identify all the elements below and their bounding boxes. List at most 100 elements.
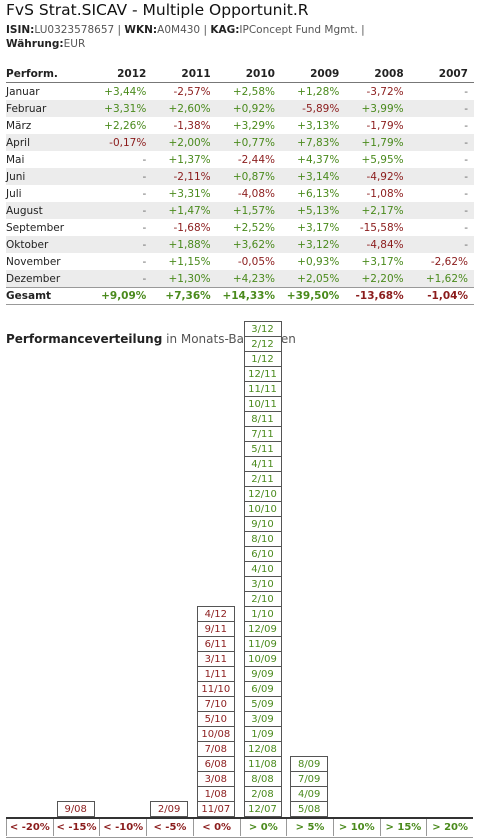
month-label: Januar [6, 85, 40, 98]
month-block: 2/12 [243, 336, 282, 352]
performance-cell: +3,99% [345, 100, 410, 117]
performance-cell: +2,26% [104, 119, 147, 132]
month-block: 5/10 [196, 711, 235, 727]
month-label: September [6, 221, 65, 234]
column-header-year: 2010 [216, 65, 281, 83]
bin-label: < -20% [6, 819, 53, 836]
month-block: 11/11 [243, 381, 282, 397]
bin-column: 11/07 1/08 3/08 6/08 7/08 10/08 5/10 7/10 11/10 1… [196, 606, 235, 817]
total-cell: +7,36% [152, 287, 217, 305]
table-row: Januar +3,44% -2,57% +2,58% +1,28% -3,72% - [6, 83, 474, 101]
separator: | [200, 24, 211, 36]
month-block: 12/10 [243, 486, 282, 502]
performance-cell: -1,08% [366, 187, 404, 200]
month-block: 6/09 [243, 681, 282, 697]
performance-cell: +2,00% [152, 134, 217, 151]
month-label: Juli [6, 187, 22, 200]
total-cell: -1,04% [409, 287, 474, 305]
performance-cell: +0,93% [297, 255, 340, 268]
performance-cell: -2,62% [430, 255, 468, 268]
performance-cell: +1,30% [152, 270, 217, 288]
table-row: März +2,26% -1,38% +3,29% +3,13% -1,79% - [6, 117, 474, 134]
performance-cell: +3,17% [361, 255, 404, 268]
performance-cell: - [464, 153, 468, 166]
performance-table: Perform. 2012 2011 2010 2009 2008 2007 Januar +… [6, 65, 474, 305]
performance-cell: - [409, 202, 474, 219]
bin-column: 12/07 2/08 8/08 11/08 12/08 1/09 3/09 5/09 6/09 9… [243, 321, 282, 817]
total-row: Gesamt +9,09% +7,36% +14,33% +39,50% -13,68% -… [6, 287, 474, 305]
column-header-year: 2008 [345, 65, 410, 83]
month-block: 4/12 [196, 606, 235, 622]
performance-cell: - [142, 187, 147, 200]
month-block: 7/10 [196, 696, 235, 712]
performance-cell: +1,88% [152, 236, 217, 253]
total-cell: -13,68% [345, 287, 410, 305]
performance-cell: +2,05% [280, 270, 346, 288]
bin-column: 2/09 [150, 801, 189, 817]
month-block: 10/10 [243, 501, 282, 517]
performance-cell: -4,84% [345, 236, 410, 253]
bin-label: < 0% [192, 819, 240, 836]
month-block: 8/09 [290, 756, 329, 772]
bin-label: < -10% [99, 819, 146, 836]
performance-cell: +4,37% [297, 153, 340, 166]
total-cell: +9,09% [88, 287, 153, 305]
month-block: 2/08 [243, 786, 282, 802]
performance-cell: -15,58% [359, 221, 404, 234]
month-block: 11/10 [196, 681, 235, 697]
performance-cell: +5,13% [280, 202, 346, 219]
month-block: 3/08 [196, 771, 235, 787]
distribution-title-bold: Performanceverteilung [6, 332, 163, 346]
bin-label: < -5% [146, 819, 193, 836]
performance-cell: +0,92% [216, 100, 281, 117]
month-block: 12/09 [243, 621, 282, 637]
month-block: 11/09 [243, 636, 282, 652]
month-block: 9/08 [56, 801, 95, 817]
table-row: Mai - +1,37% -2,44% +4,37% +5,95% - [6, 151, 474, 168]
separator: | [357, 24, 365, 36]
month-block: 9/10 [243, 516, 282, 532]
month-block: 5/08 [290, 801, 329, 817]
month-block: 4/11 [243, 456, 282, 472]
performance-cell: - [88, 202, 153, 219]
table-row: November - +1,15% -0,05% +0,93% +3,17% -2,62% [6, 253, 474, 270]
column-header-year: 2007 [409, 65, 474, 83]
month-block: 3/12 [243, 321, 282, 337]
month-block: 8/08 [243, 771, 282, 787]
fund-meta-line-1: ISIN:LU0323578657 | WKN:A0M430 | KAG:IPC… [6, 24, 365, 36]
total-label: Gesamt [6, 287, 88, 305]
month-block: 2/10 [243, 591, 282, 607]
performance-cell: +2,17% [345, 202, 410, 219]
month-block: 11/08 [243, 756, 282, 772]
performance-cell: +1,15% [168, 255, 211, 268]
performance-cell: - [409, 134, 474, 151]
month-label: August [6, 202, 88, 219]
month-block: 1/09 [243, 726, 282, 742]
month-block: 10/11 [243, 396, 282, 412]
performance-cell: -4,92% [345, 168, 410, 185]
month-label: Oktober [6, 236, 88, 253]
table-row: Oktober - +1,88% +3,62% +3,12% -4,84% - [6, 236, 474, 253]
table-row: September - -1,68% +2,52% +3,17% -15,58% - [6, 219, 474, 236]
performance-cell: +3,14% [280, 168, 346, 185]
performance-cell: +3,17% [297, 221, 340, 234]
performance-cell: +4,23% [216, 270, 281, 288]
bin-label: > 10% [332, 819, 380, 836]
bin-label: > 15% [379, 819, 427, 836]
table-row: Dezember - +1,30% +4,23% +2,05% +2,20% +1,62% [6, 270, 474, 288]
performance-cell: +2,58% [232, 85, 275, 98]
performance-cell: - [464, 119, 468, 132]
table-row: August - +1,47% +1,57% +5,13% +2,17% - [6, 202, 474, 219]
performance-cell: -4,08% [237, 187, 275, 200]
month-label: April [6, 134, 88, 151]
performance-cell: +1,57% [216, 202, 281, 219]
month-block: 2/11 [243, 471, 282, 487]
performance-cell: +3,29% [232, 119, 275, 132]
performance-cell: +1,37% [168, 153, 211, 166]
performance-cell: +3,44% [104, 85, 147, 98]
column-header-label: Perform. [6, 65, 88, 83]
performance-cell: -0,05% [237, 255, 275, 268]
isin-label: ISIN: [6, 24, 35, 36]
performance-cell: -1,79% [366, 119, 404, 132]
kag-value[interactable]: IPConcept Fund Mgmt. [239, 24, 358, 36]
